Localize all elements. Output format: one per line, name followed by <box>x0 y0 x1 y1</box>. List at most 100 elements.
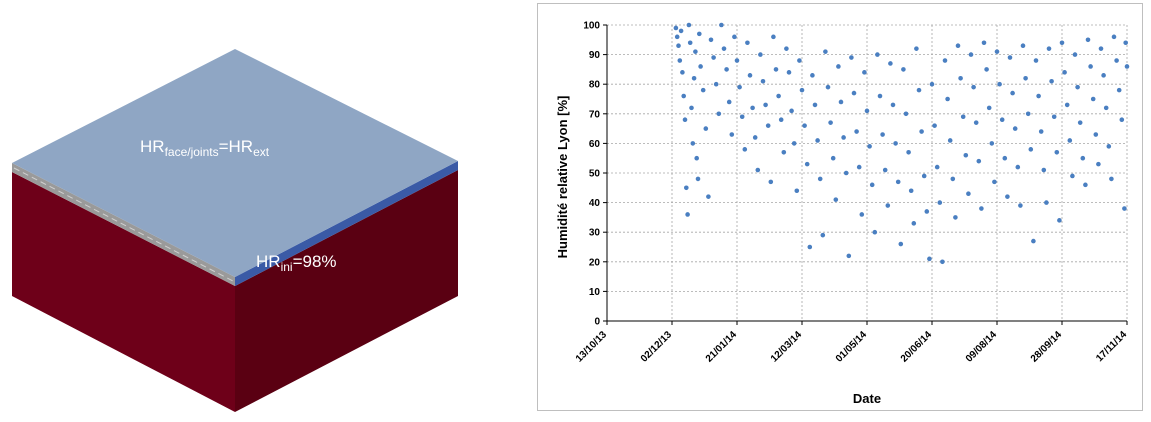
data-point <box>1085 37 1091 43</box>
data-point <box>934 164 940 170</box>
data-point <box>846 253 852 259</box>
data-point <box>765 123 771 128</box>
slab-illustration: HRface/joints=HRext HRini=98% <box>0 0 500 417</box>
data-point <box>1002 155 1008 161</box>
y-axis-title: Humidité relative Lyon [%] <box>555 96 570 259</box>
data-point <box>960 114 966 120</box>
data-point <box>1119 117 1125 123</box>
data-point <box>1064 102 1070 108</box>
data-point <box>794 188 800 194</box>
data-point <box>689 105 694 111</box>
data-point <box>1036 93 1041 99</box>
data-point <box>817 176 823 182</box>
data-point <box>1038 129 1044 134</box>
data-point <box>708 37 714 43</box>
data-point <box>986 105 992 111</box>
data-point <box>694 155 699 161</box>
data-point <box>686 22 692 28</box>
data-point <box>823 49 828 54</box>
data-point <box>1096 161 1101 167</box>
data-point <box>781 149 787 155</box>
data-point <box>1070 173 1075 179</box>
data-point <box>929 81 935 87</box>
data-point <box>828 120 833 125</box>
data-point <box>830 155 836 161</box>
data-point <box>791 141 797 146</box>
data-point <box>695 176 701 182</box>
data-point <box>771 34 776 40</box>
data-point <box>893 141 898 146</box>
y-tick-label: 80 <box>589 80 601 91</box>
data-point <box>976 158 982 164</box>
data-point <box>919 129 924 134</box>
data-point <box>1054 149 1060 155</box>
y-tick-label: 30 <box>589 228 601 239</box>
data-point <box>713 81 719 87</box>
data-point <box>1018 203 1023 208</box>
data-point <box>676 43 681 49</box>
data-point <box>732 34 737 40</box>
data-point <box>799 87 805 93</box>
data-point <box>724 67 729 72</box>
data-point <box>927 256 932 262</box>
data-point <box>911 221 917 226</box>
data-point <box>854 129 859 134</box>
data-point <box>758 52 763 57</box>
data-point <box>1057 218 1062 223</box>
data-point <box>992 179 997 185</box>
data-point <box>1023 75 1028 81</box>
data-point <box>901 67 906 72</box>
slab-top-face <box>12 49 458 277</box>
data-point <box>697 31 702 37</box>
data-point <box>1020 43 1026 49</box>
data-point <box>789 108 794 114</box>
data-point <box>1122 206 1127 211</box>
data-point <box>807 244 813 250</box>
grid-lines <box>607 24 1128 321</box>
data-point <box>703 126 709 131</box>
data-point <box>825 84 831 90</box>
data-point <box>937 200 943 205</box>
data-point <box>885 203 891 208</box>
data-point <box>916 87 922 93</box>
data-point <box>784 46 789 51</box>
data-point <box>706 194 711 199</box>
data-point <box>1049 78 1054 84</box>
data-point <box>711 55 716 60</box>
data-point <box>997 81 1002 87</box>
data-point <box>682 117 688 123</box>
data-point <box>773 67 779 72</box>
data-point <box>1077 120 1083 125</box>
data-point <box>882 167 888 173</box>
data-point <box>1111 34 1117 40</box>
data-point <box>760 78 766 84</box>
data-point <box>678 28 684 34</box>
data-point <box>797 58 802 63</box>
data-point <box>810 73 815 78</box>
data-point <box>906 149 911 155</box>
humidity-chart-panel: 0 10 20 30 40 50 60 70 80 90 100 13/10/13 02/12/13 2… <box>537 3 1143 411</box>
data-point <box>674 34 680 40</box>
data-point <box>680 70 685 75</box>
data-point <box>989 141 995 146</box>
data-point <box>973 120 979 125</box>
blue-layer-side <box>235 161 458 286</box>
data-point <box>1031 238 1036 244</box>
data-point <box>947 138 953 143</box>
data-point <box>862 70 867 75</box>
data-point <box>981 40 987 46</box>
data-point <box>971 84 976 90</box>
data-point <box>673 25 679 31</box>
slab-svg: HRface/joints=HRext HRini=98% <box>12 49 458 412</box>
data-point <box>681 93 686 99</box>
data-point <box>1083 182 1088 188</box>
y-tick-label: 20 <box>589 257 601 268</box>
data-point <box>693 49 698 54</box>
data-point <box>752 135 758 140</box>
data-point <box>778 117 784 123</box>
data-point <box>958 75 963 81</box>
data-point <box>994 49 1000 54</box>
data-points <box>673 22 1130 265</box>
data-point <box>690 141 696 146</box>
